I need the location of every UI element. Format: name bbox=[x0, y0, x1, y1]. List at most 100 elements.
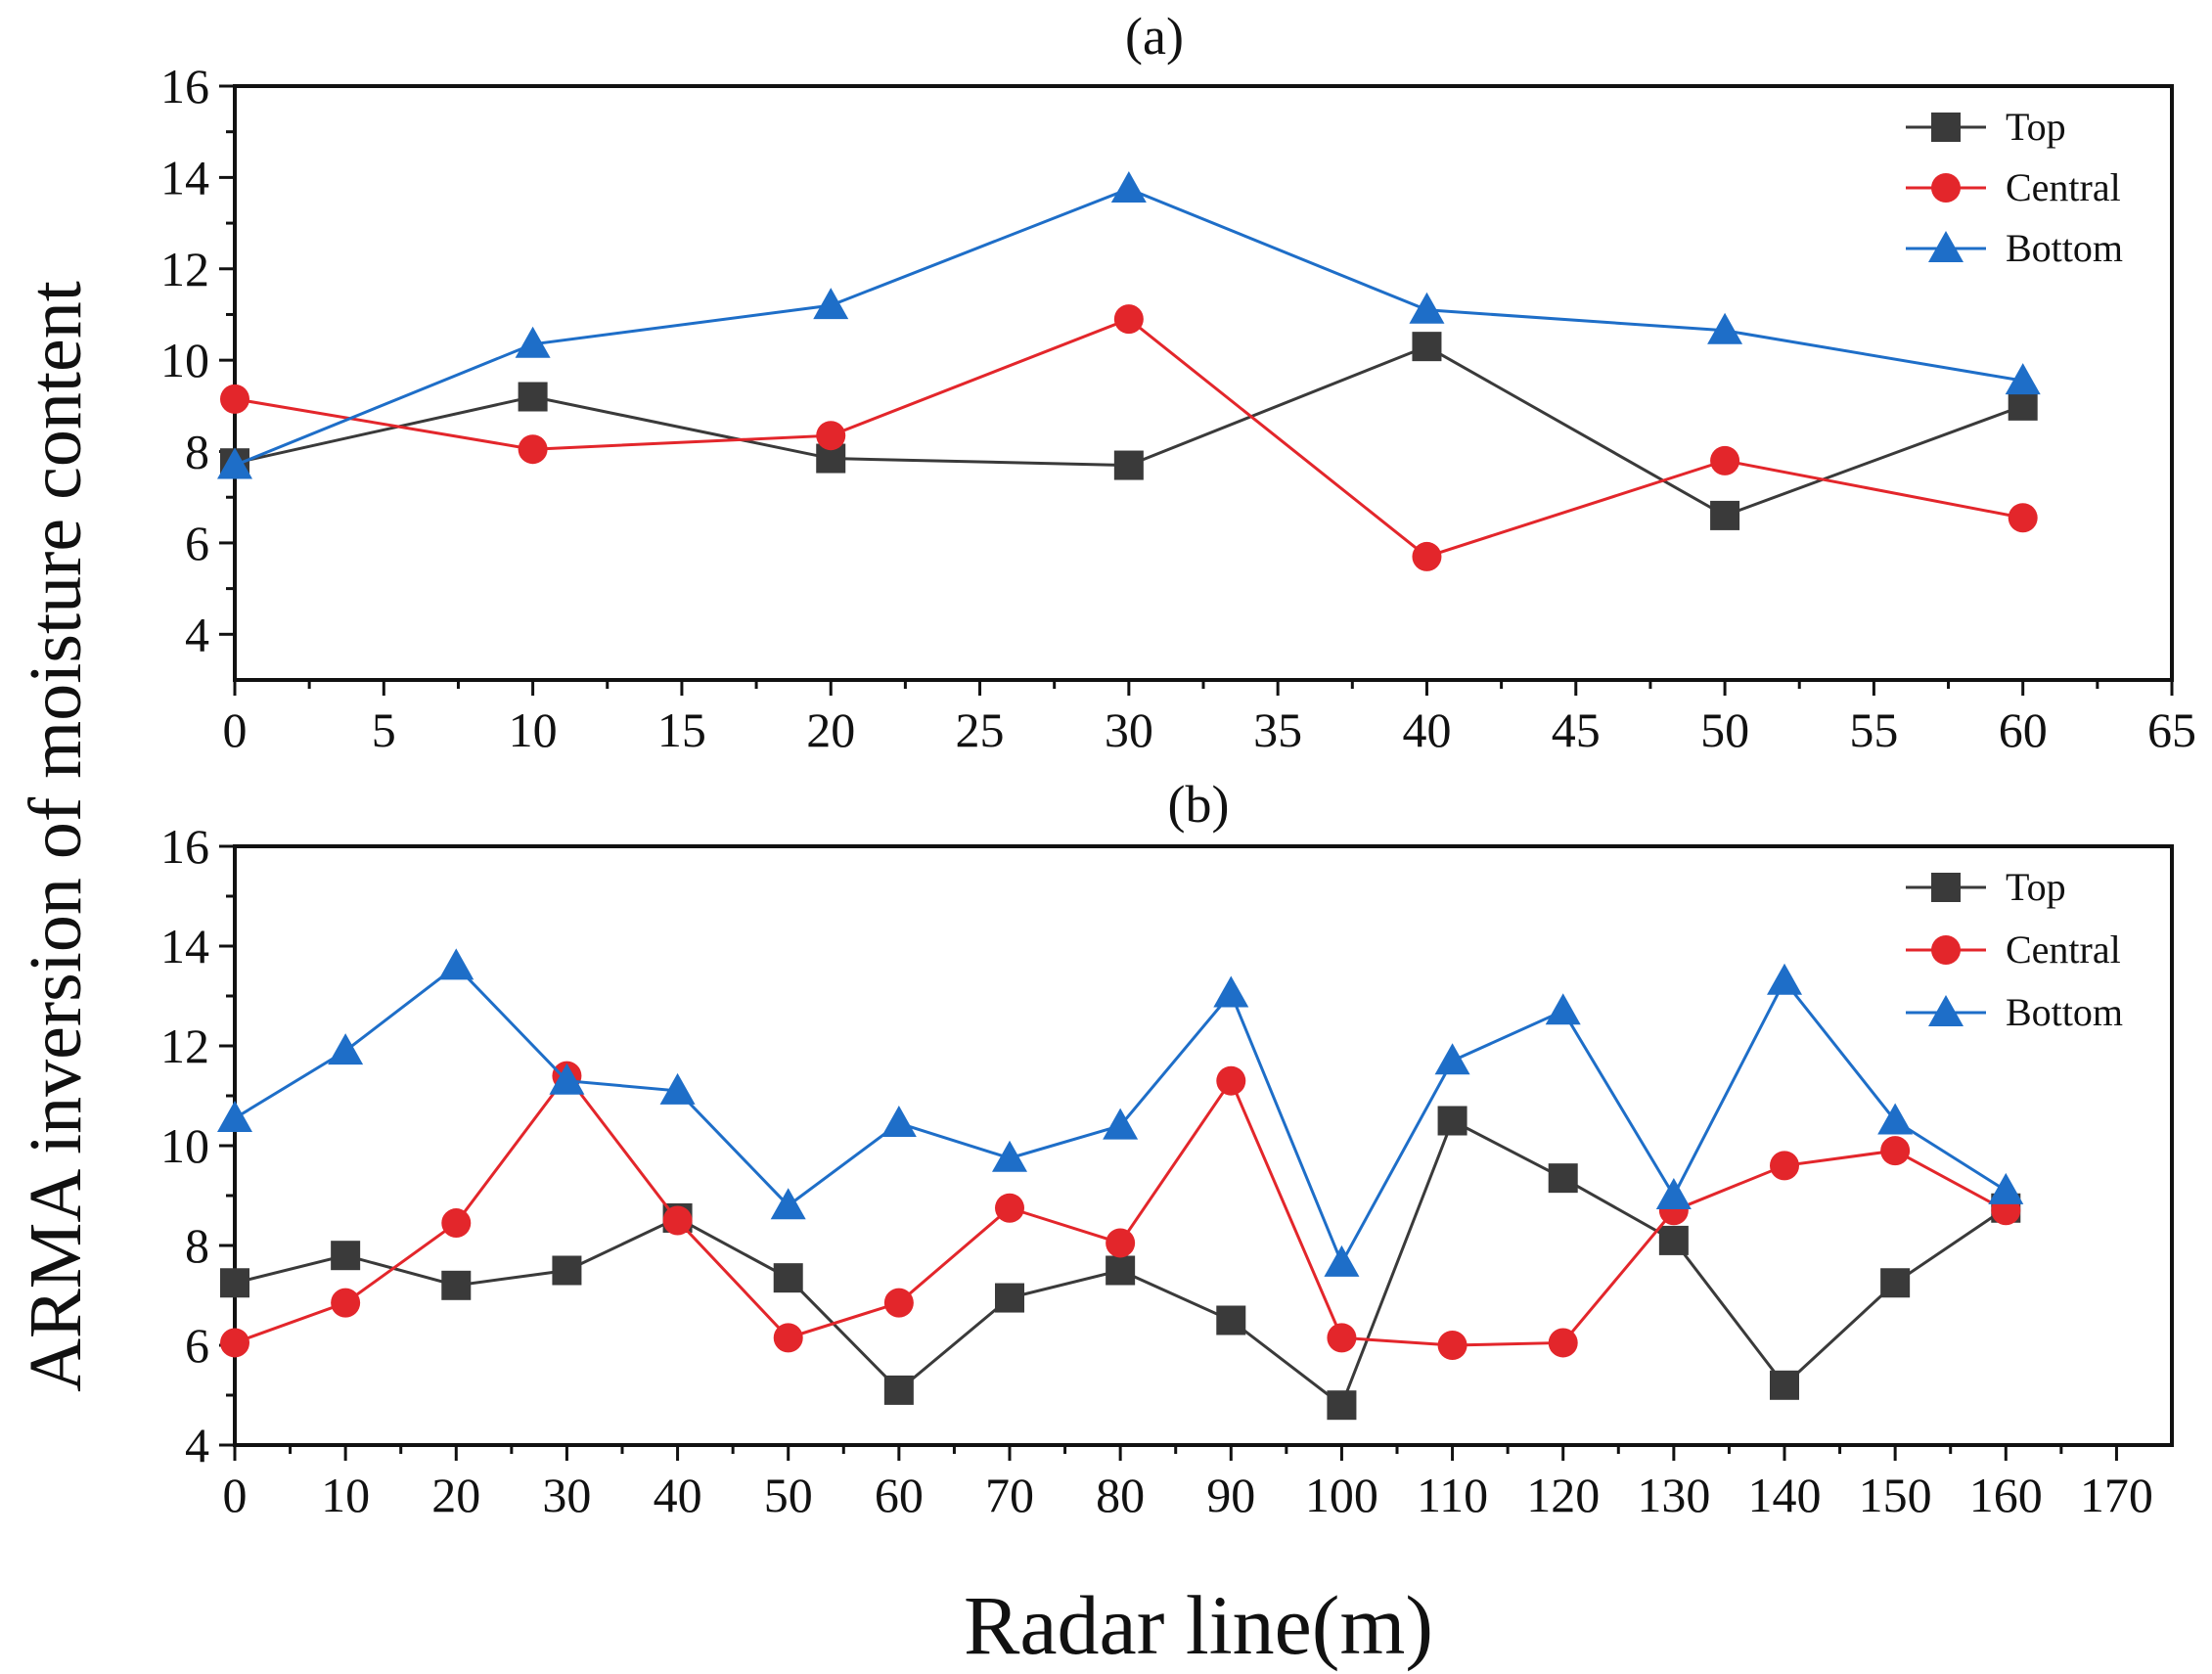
panel-b-x-tick-label: 70 bbox=[985, 1468, 1034, 1522]
panel-b-top-data-point bbox=[773, 1263, 803, 1293]
panel-a-x-tick-label: 55 bbox=[1849, 702, 1898, 757]
panel-a-y-tick-label: 14 bbox=[160, 150, 209, 204]
panel-b-top-data-point bbox=[1216, 1305, 1246, 1335]
panel-b-x-tick-label: 60 bbox=[875, 1468, 924, 1522]
panel-a-title: (a) bbox=[1125, 7, 1184, 66]
panel-a-central-data-point bbox=[1113, 304, 1144, 335]
panel-b-x-tick-label: 0 bbox=[223, 1468, 248, 1522]
panel-b-bottom-data-point bbox=[1545, 993, 1581, 1025]
panel-b-x-tick-label: 130 bbox=[1637, 1468, 1710, 1522]
panel-b-legend-central-marker bbox=[1931, 935, 1961, 965]
panel-b-bottom-data-point bbox=[1324, 1244, 1360, 1277]
panel-b-top-data-point bbox=[1106, 1255, 1136, 1286]
panel-a-legend-top-marker bbox=[1931, 113, 1961, 142]
panel-a-x-tick-label: 50 bbox=[1700, 702, 1749, 757]
panel-b-bottom-data-point bbox=[217, 1100, 252, 1132]
panel-b-legend-bottom-marker bbox=[1928, 995, 1964, 1026]
panel-b-bottom-data-point bbox=[992, 1140, 1027, 1172]
panel-a-y-tick-label: 10 bbox=[160, 333, 209, 387]
panel-a-central-data-point bbox=[816, 421, 846, 451]
panel-a-top-data-point bbox=[2008, 390, 2038, 421]
panel-b-legend-top-label: Top bbox=[2006, 865, 2066, 909]
panel-a-y-tick-label: 12 bbox=[160, 242, 209, 296]
panel-b-top-data-point bbox=[1437, 1106, 1467, 1136]
panel-b-bottom-data-point bbox=[1988, 1172, 2024, 1204]
panel-b-central-data-point bbox=[995, 1193, 1024, 1223]
panel-a-bottom-data-point bbox=[1110, 171, 1147, 204]
panel-a-y-tick-label: 16 bbox=[160, 59, 209, 113]
panel-b-y-tick-label: 8 bbox=[185, 1218, 209, 1273]
panel-a-legend-bottom-label: Bottom bbox=[2006, 226, 2123, 270]
panel-a-central-data-point bbox=[1412, 541, 1442, 571]
panel-b-x-tick-label: 110 bbox=[1417, 1468, 1488, 1522]
panel-b-central-data-point bbox=[220, 1328, 249, 1358]
panel-b-central-data-point bbox=[441, 1208, 472, 1239]
panel-a-bottom-data-point bbox=[1707, 312, 1743, 344]
panel-a-x-tick-label: 30 bbox=[1105, 702, 1153, 757]
panel-a-top-data-point bbox=[1710, 500, 1740, 530]
panel-a-top-data-point bbox=[518, 382, 548, 412]
panel-a-bottom-data-point bbox=[1409, 292, 1445, 324]
panel-b-central-data-point bbox=[773, 1323, 803, 1353]
panel-a-top-series-line bbox=[234, 344, 2024, 518]
panel-b-x-tick-label: 140 bbox=[1748, 1468, 1822, 1522]
panel-b-central-data-point bbox=[1437, 1331, 1467, 1360]
panel-b-top-data-point bbox=[1770, 1370, 1799, 1400]
panel-a-central-data-point bbox=[518, 434, 548, 465]
panel-b-x-tick-label: 100 bbox=[1305, 1468, 1378, 1522]
panel-a-y-tick-label: 4 bbox=[185, 607, 209, 661]
panel-b-bottom-data-point bbox=[1213, 975, 1249, 1008]
panel-b-bottom-data-point bbox=[438, 948, 474, 980]
panel-b-bottom-data-point bbox=[1434, 1043, 1470, 1075]
panel-b-central-data-point bbox=[1548, 1328, 1578, 1358]
panel-b-bottom-data-point bbox=[880, 1106, 917, 1138]
panel-b-top-data-point bbox=[883, 1375, 914, 1405]
panel-b-bottom-data-point bbox=[659, 1072, 696, 1105]
panel-b-x-tick-label: 40 bbox=[654, 1468, 702, 1522]
panel-b-y-tick-label: 12 bbox=[160, 1018, 209, 1073]
panel-b-x-tick-label: 80 bbox=[1096, 1468, 1145, 1522]
panel-b-top-data-point bbox=[441, 1270, 472, 1300]
panel-a-x-tick-label: 10 bbox=[509, 702, 558, 757]
panel-a-x-tick-label: 60 bbox=[1999, 702, 2048, 757]
panel-b-chart: (b) 0 10 20 30 40 50 60 70 80 90 100 110 120 130 140 150… bbox=[160, 775, 2174, 1522]
panel-b-title: (b) bbox=[1168, 775, 1230, 834]
panel-a-legend-top-label: Top bbox=[2006, 105, 2066, 149]
panel-b-top-data-point bbox=[1327, 1390, 1357, 1421]
panel-b-legend-central-label: Central bbox=[2006, 927, 2121, 972]
panel-b-plot-frame bbox=[233, 844, 2174, 1447]
panel-b-bottom-data-point bbox=[1655, 1178, 1692, 1209]
panel-a-x-tick-label: 40 bbox=[1402, 702, 1451, 757]
panel-b-bottom-data-point bbox=[328, 1033, 364, 1065]
panel-a-top-data-point bbox=[1412, 332, 1442, 362]
panel-b-top-data-point bbox=[1548, 1163, 1578, 1194]
panel-b-top-data-point bbox=[1880, 1268, 1911, 1298]
panel-a-y-tick-label: 6 bbox=[185, 516, 209, 570]
panel-a-legend-central-label: Central bbox=[2006, 165, 2121, 209]
panel-a-bottom-data-point bbox=[515, 326, 551, 358]
panel-b-top-data-point bbox=[331, 1241, 361, 1271]
panel-b-x-tick-label: 160 bbox=[1969, 1468, 2043, 1522]
panel-b-bottom-data-point bbox=[549, 1063, 585, 1095]
panel-b-top-data-point bbox=[220, 1268, 249, 1298]
panel-a-bottom-data-point bbox=[813, 288, 849, 320]
panel-a-x-tick-label: 65 bbox=[2147, 702, 2196, 757]
panel-b-central-data-point bbox=[1770, 1151, 1799, 1181]
panel-b-y-tick-label: 16 bbox=[160, 819, 209, 874]
panel-b-top-data-point bbox=[995, 1283, 1024, 1313]
panel-a-central-data-point bbox=[2008, 503, 2038, 533]
panel-a-x-tick-label: 15 bbox=[657, 702, 706, 757]
panel-b-bottom-data-point bbox=[1767, 963, 1802, 995]
panel-b-x-tick-label: 90 bbox=[1206, 1468, 1255, 1522]
x-axis-label: Radar line(m) bbox=[964, 1578, 1433, 1672]
panel-a-x-tick-label: 25 bbox=[956, 702, 1005, 757]
panel-a-x-tick-label: 35 bbox=[1253, 702, 1302, 757]
panel-b-top-data-point bbox=[1658, 1225, 1689, 1255]
panel-a-chart: (a) 0 5 10 15 20 25 30 35 40 45 50 55 60 65 4 6 8 10 12 14 16… bbox=[160, 7, 2196, 757]
panel-b-central-data-point bbox=[1880, 1136, 1911, 1166]
panel-b-x-tick-label: 30 bbox=[542, 1468, 591, 1522]
panel-a-x-tick-label: 20 bbox=[806, 702, 855, 757]
panel-a-central-series-line bbox=[234, 317, 2023, 559]
panel-a-top-data-point bbox=[1113, 450, 1144, 480]
